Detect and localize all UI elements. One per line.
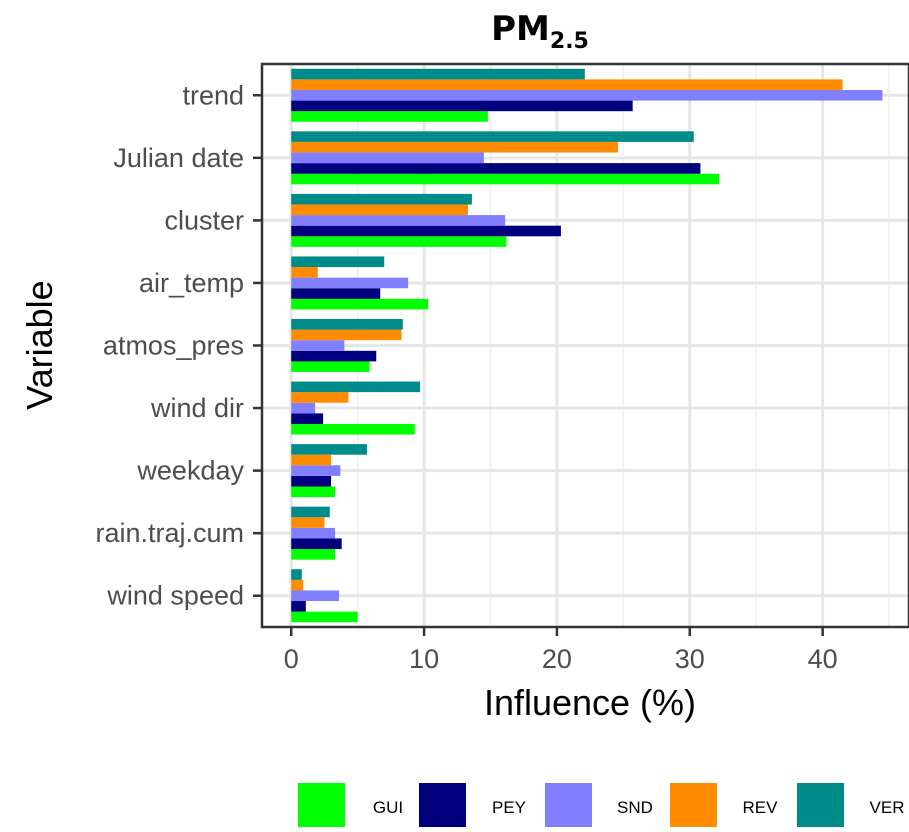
bar-gui-wind-speed	[291, 611, 358, 623]
bar-snd-wind-speed	[291, 590, 340, 602]
bar-gui-trend	[291, 111, 488, 122]
legend-label: PEY	[492, 798, 526, 817]
bar-snd-cluster	[291, 215, 506, 226]
bar-pey-atmos-pres	[291, 350, 377, 362]
bar-ver-weekday	[291, 444, 367, 455]
y-tick-label: weekday	[136, 456, 244, 486]
bar-gui-rain-traj-cum	[291, 549, 336, 560]
bar-ver-atmos-pres	[291, 319, 403, 330]
y-tick-label: wind dir	[150, 393, 244, 423]
chart-title: PM2.5	[491, 9, 589, 54]
bar-gui-julian-date	[291, 173, 720, 185]
x-tick-label: 20	[542, 644, 572, 674]
legend-swatch	[545, 783, 592, 830]
bar-pey-wind-dir	[291, 413, 324, 424]
legend-label: VER	[870, 798, 905, 817]
bar-snd-wind-dir	[291, 402, 316, 414]
bar-gui-air-temp	[291, 298, 429, 310]
bar-rev-rain-traj-cum	[291, 517, 325, 528]
chart-title-main: PM	[491, 9, 550, 49]
y-tick-label: wind speed	[106, 581, 244, 611]
bar-gui-wind-dir	[291, 423, 415, 435]
x-tick-label: 30	[675, 644, 705, 674]
legend-item-rev: REV	[670, 783, 779, 830]
bar-ver-air-temp	[291, 256, 385, 268]
bar-gui-atmos-pres	[291, 361, 370, 372]
y-tick-label: Julian date	[113, 143, 244, 173]
bar-pey-air-temp	[291, 288, 381, 299]
bar-snd-rain-traj-cum	[291, 527, 336, 539]
y-tick-label: atmos_pres	[103, 331, 244, 361]
bar-rev-wind-dir	[291, 392, 349, 403]
x-tick-label: 10	[409, 644, 439, 674]
legend-item-gui: GUI	[298, 783, 403, 830]
legend-item-ver: VER	[797, 783, 905, 830]
bar-ver-wind-dir	[291, 381, 421, 393]
legend-swatch	[298, 783, 345, 830]
bar-rev-atmos-pres	[291, 329, 402, 341]
x-tick-label: 0	[284, 644, 299, 674]
legend-label: GUI	[373, 798, 403, 817]
legend-swatch	[419, 783, 466, 830]
bar-snd-air-temp	[291, 277, 409, 289]
bar-ver-trend	[291, 68, 585, 80]
legend-label: REV	[743, 798, 779, 817]
bars	[291, 68, 883, 623]
bar-pey-cluster	[291, 225, 561, 237]
bar-rev-julian-date	[291, 141, 619, 153]
bar-pey-wind-speed	[291, 601, 306, 612]
bar-snd-julian-date	[291, 152, 484, 164]
y-tick-label: rain.traj.cum	[95, 518, 244, 548]
bar-pey-julian-date	[291, 163, 701, 174]
legend-item-snd: SND	[545, 783, 653, 830]
x-axis-label: Influence (%)	[484, 682, 696, 723]
bar-gui-weekday	[291, 486, 336, 498]
bar-rev-weekday	[291, 454, 332, 466]
bar-pey-rain-traj-cum	[291, 538, 342, 550]
x-axis: 0 10 20 30 40	[284, 627, 838, 674]
legend: GUI PEY SND REV VER	[298, 783, 905, 830]
bar-rev-wind-speed	[291, 579, 304, 591]
bar-pey-trend	[291, 100, 633, 112]
legend-label: SND	[617, 798, 653, 817]
bar-ver-julian-date	[291, 131, 694, 142]
y-tick-label: air_temp	[139, 268, 244, 298]
bar-ver-wind-speed	[291, 569, 302, 580]
plot-area: trend Julian date cluster air_temp atmos_pre…	[95, 62, 909, 674]
y-axis-label: Variable	[19, 280, 60, 409]
y-tick-label: trend	[182, 80, 244, 110]
bar-pey-weekday	[291, 475, 332, 487]
x-tick-label: 40	[808, 644, 838, 674]
legend-swatch	[797, 783, 844, 830]
bar-ver-cluster	[291, 193, 472, 205]
bar-ver-rain-traj-cum	[291, 506, 330, 518]
bar-rev-cluster	[291, 204, 468, 216]
legend-swatch	[670, 783, 717, 830]
bar-snd-trend	[291, 89, 883, 101]
bar-snd-atmos-pres	[291, 340, 345, 351]
y-axis: trend Julian date cluster air_temp atmos_pre…	[95, 80, 262, 611]
bar-snd-weekday	[291, 465, 341, 476]
y-tick-label: cluster	[164, 205, 244, 235]
bar-rev-trend	[291, 79, 843, 90]
legend-item-pey: PEY	[419, 783, 526, 830]
chart-title-subscript: 2.5	[550, 29, 589, 54]
bar-gui-cluster	[291, 236, 507, 247]
bar-rev-air-temp	[291, 267, 318, 278]
